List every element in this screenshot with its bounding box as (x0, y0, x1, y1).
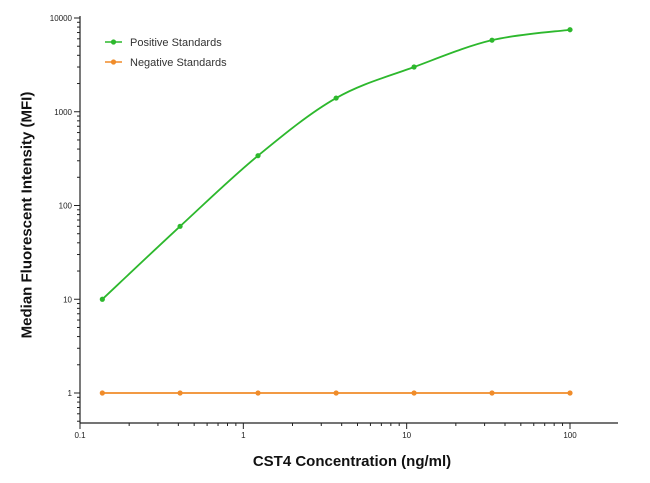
data-point-positive (255, 153, 261, 159)
series-layer (99, 27, 573, 396)
data-point-negative (411, 390, 417, 396)
legend-label-negative: Negative Standards (130, 57, 227, 69)
x-tick-label: 1 (241, 431, 246, 440)
data-point-positive (99, 296, 105, 302)
legend-item-positive: Positive Standards (105, 37, 222, 49)
y-axis-title: Median Fluorescent Intensity (MFI) (18, 92, 35, 339)
x-ticks: 0.1 1 10 100 (74, 423, 577, 440)
data-point-positive (411, 64, 417, 70)
y-ticks: 1 10 100 1000 10000 (50, 14, 80, 422)
y-tick-label: 1000 (54, 108, 72, 117)
data-point-positive (489, 37, 495, 43)
y-tick-label: 10000 (50, 14, 73, 23)
legend-label-positive: Positive Standards (130, 37, 222, 49)
x-tick-label: 0.1 (74, 431, 86, 440)
data-point-negative (567, 390, 573, 396)
series-line-positive (101, 28, 571, 300)
data-point-positive (567, 27, 573, 33)
data-point-positive (333, 95, 339, 101)
data-point-negative (489, 390, 495, 396)
x-tick-label: 10 (402, 431, 411, 440)
legend-item-negative: Negative Standards (105, 57, 227, 69)
data-point-negative (333, 390, 339, 396)
legend: Positive Standards Negative Standards (105, 37, 227, 69)
y-tick-label: 100 (59, 202, 73, 211)
axes (79, 16, 618, 424)
data-point-negative (255, 390, 261, 396)
data-point-positive (177, 223, 183, 229)
x-axis-title: CST4 Concentration (ng/ml) (253, 453, 451, 470)
y-tick-label: 10 (63, 295, 72, 304)
data-point-negative (177, 390, 183, 396)
x-tick-label: 100 (563, 431, 577, 440)
y-tick-label: 1 (68, 389, 73, 398)
data-point-negative (99, 390, 105, 396)
